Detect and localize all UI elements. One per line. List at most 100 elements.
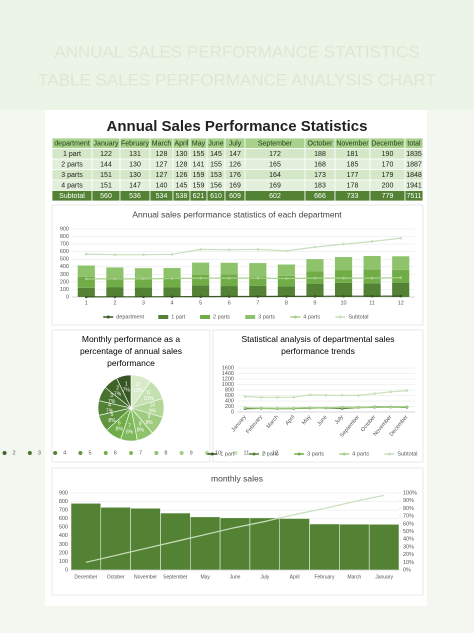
- bar-segment: [77, 287, 95, 297]
- bar-segment: [220, 262, 238, 275]
- x-tick-label: July: [260, 574, 269, 580]
- y-tick-label: 1200: [222, 376, 234, 382]
- slice-category: 9: [148, 414, 151, 420]
- y2-tick-label: 20%: [403, 552, 414, 558]
- line-point: [243, 406, 247, 410]
- y-tick-label: 500: [59, 525, 68, 531]
- slice-label: 8%: [108, 418, 116, 424]
- line-point: [313, 276, 317, 280]
- y2-tick-label: 100%: [403, 490, 417, 496]
- legend-label: 1 part: [220, 451, 235, 457]
- bar: [309, 523, 340, 571]
- line-point: [113, 295, 117, 299]
- table-text: 1887: [406, 162, 422, 169]
- table-text: September: [258, 141, 293, 148]
- legend-label: 11: [244, 450, 250, 456]
- table-text: 610: [210, 193, 222, 200]
- bar: [368, 524, 400, 571]
- line-point: [405, 405, 409, 408]
- slice-category: 7: [128, 424, 131, 430]
- slice-category: 2: [116, 386, 119, 392]
- legend-swatch: [179, 451, 184, 455]
- bar-segment: [306, 284, 324, 297]
- line-point: [199, 295, 202, 298]
- table-text: 169: [229, 183, 241, 190]
- table-text: June: [208, 141, 223, 148]
- table-text: 151: [100, 183, 112, 190]
- legend-swatch: [210, 452, 214, 456]
- table-text: 602: [269, 193, 281, 200]
- slice-category: 10: [150, 402, 156, 408]
- legend-label: 1 part: [171, 314, 186, 320]
- slice-label: 7%: [108, 399, 116, 405]
- table-text: April: [174, 141, 188, 148]
- line-point: [389, 390, 393, 394]
- bar-segment: [106, 267, 124, 278]
- slice-label: 8%: [126, 430, 134, 436]
- table-text: 534: [156, 193, 168, 200]
- x-tick-label: 5: [199, 300, 202, 306]
- slice-label: 7%: [123, 387, 131, 393]
- bar-segment: [134, 287, 153, 297]
- table-text: 176: [229, 172, 241, 179]
- table-text: 127: [156, 162, 168, 169]
- table-text: December: [371, 141, 404, 148]
- line-point: [285, 295, 288, 298]
- table-text: 147: [229, 151, 241, 158]
- legend-swatch: [158, 315, 169, 319]
- chart-title: Annual sales performance statistics of e…: [132, 209, 342, 219]
- table-text: 177: [347, 172, 359, 179]
- line-point: [285, 277, 288, 280]
- table-text: 621: [193, 193, 205, 200]
- x-tick-label: December: [74, 574, 97, 580]
- legend-swatch: [233, 451, 238, 455]
- line-point: [370, 294, 374, 298]
- bar-segment: [334, 282, 353, 297]
- legend-label: 3: [38, 450, 41, 456]
- line-point: [292, 406, 295, 410]
- legend-label: 4 parts: [303, 314, 320, 320]
- y-tick-label: 600: [59, 516, 68, 522]
- line-point: [199, 248, 202, 251]
- table-text: 159: [193, 183, 205, 190]
- line-point: [373, 392, 376, 395]
- line-point: [84, 252, 88, 256]
- table-text: May: [192, 141, 206, 148]
- slice-category: 5: [111, 412, 114, 418]
- bar: [339, 523, 370, 571]
- table-text: 151: [100, 172, 112, 179]
- bar-segment: [163, 267, 181, 278]
- table-text: 128: [156, 151, 168, 158]
- y-tick-label: 400: [60, 264, 69, 270]
- bar-segment: [363, 269, 381, 284]
- y2-tick-label: 10%: [403, 560, 414, 566]
- slice-label: 10%: [133, 388, 144, 394]
- legend-label: 2: [13, 450, 16, 456]
- x-tick-label: January: [375, 574, 393, 580]
- legend-swatch: [342, 452, 346, 456]
- legend-label: Subtotal: [348, 314, 368, 320]
- slice-label: 10%: [144, 396, 155, 402]
- y-tick-label: 200: [225, 404, 234, 410]
- y-tick-label: 900: [60, 226, 69, 232]
- bar-segment: [220, 286, 238, 297]
- legend-label: 12: [272, 450, 278, 456]
- line-point: [324, 393, 328, 397]
- table-text: 779: [382, 193, 394, 200]
- table-text: 609: [229, 193, 241, 200]
- legend-label: 5: [88, 450, 91, 456]
- bar-segment: [249, 285, 267, 297]
- y-tick-label: 500: [60, 257, 69, 263]
- banner-line: ANNUAL SALES PERFORMANCE STATISTICS: [54, 42, 419, 61]
- table-text: 131: [129, 151, 141, 158]
- x-tick-label: February: [314, 574, 335, 580]
- table-text: 130: [129, 172, 141, 179]
- line-point: [227, 276, 231, 280]
- bar-segment: [192, 285, 210, 297]
- legend-swatch: [103, 451, 108, 455]
- line-point: [256, 276, 260, 280]
- y2-tick-label: 90%: [403, 498, 414, 504]
- line-point: [340, 406, 344, 409]
- table-text: October: [308, 141, 334, 148]
- table-text: 165: [269, 162, 281, 169]
